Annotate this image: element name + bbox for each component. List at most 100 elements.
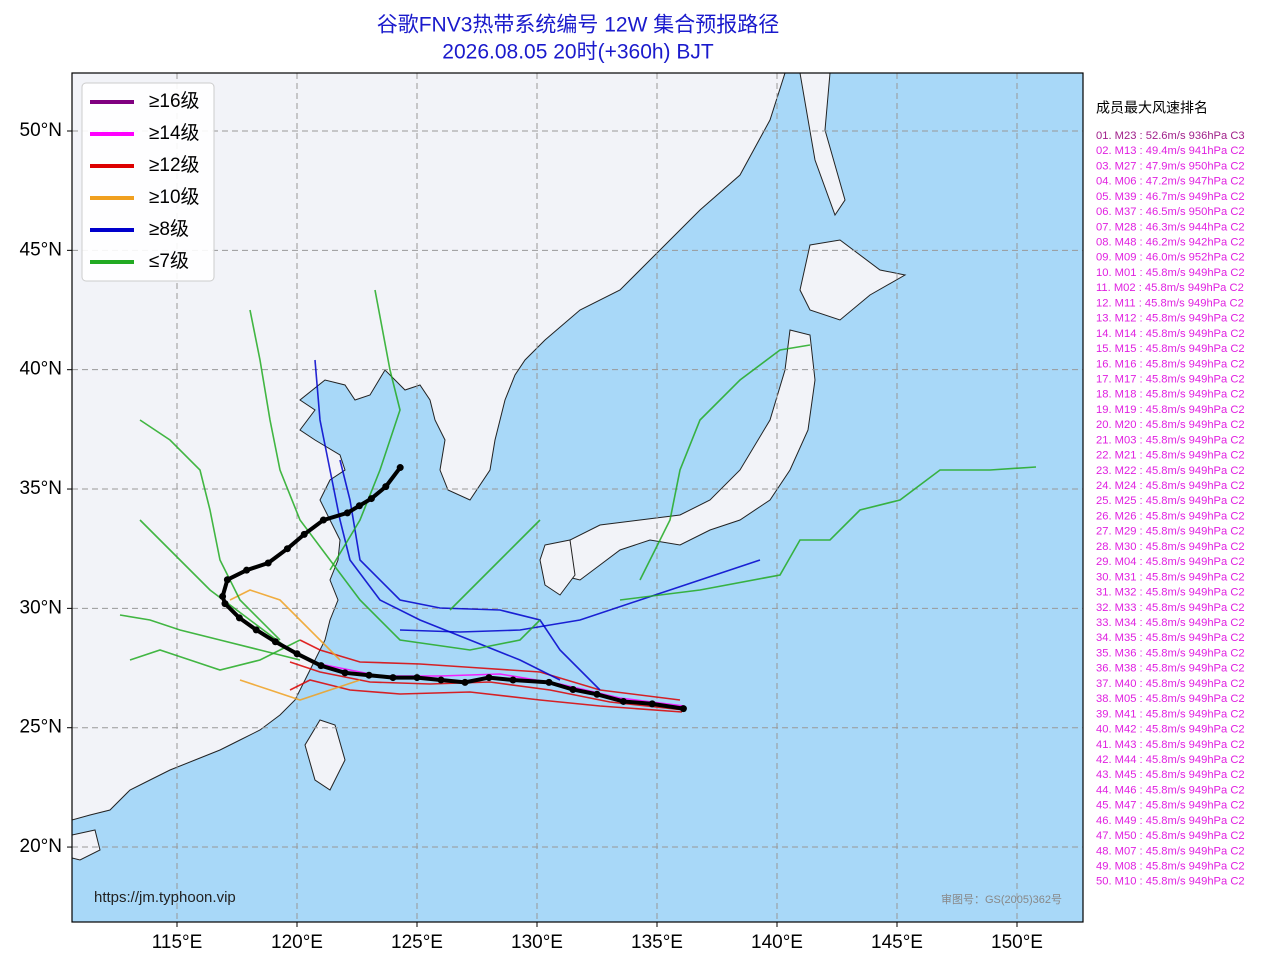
ensemble-track [399,559,761,633]
approval-number: 审图号：GS(2005)362号 [941,892,1062,906]
ranking-item: 29. M04 : 45.8m/s 949hPa C2 [1096,556,1245,568]
legend-label: ≥12级 [149,154,200,176]
axes: 115°E 120°E 125°E 130°E 135°E 140°E 145°E 150°E… [20,120,1043,953]
x-tick-label: 125°E [391,932,443,953]
x-tick-label: 140°E [751,932,803,953]
ranking-item: 28. M30 : 45.8m/s 949hPa C2 [1096,541,1245,553]
ranking-item: 32. M33 : 45.8m/s 949hPa C2 [1096,602,1245,614]
mean-track-point [341,669,349,677]
sakhalin [799,73,846,217]
ranking-item: 45. M47 : 45.8m/s 949hPa C2 [1096,800,1245,812]
ranking-item: 03. M27 : 47.9m/s 950hPa C2 [1096,160,1245,172]
ranking-item: 11. M02 : 45.8m/s 949hPa C2 [1096,282,1244,294]
ranking-item: 04. M06 : 47.2m/s 947hPa C2 [1096,176,1245,188]
ranking-item: 48. M07 : 45.8m/s 949hPa C2 [1096,845,1245,857]
subtitle: 2026.08.05 20时(+360h) BJT [442,41,714,64]
legend-box [81,82,215,282]
ranking-item: 37. M40 : 45.8m/s 949hPa C2 [1096,678,1245,690]
mean-track-point [223,576,231,584]
ranking-item: 09. M09 : 46.0m/s 952hPa C2 [1096,252,1245,264]
mean-track-point [319,516,327,524]
ranking-item: 24. M24 : 45.8m/s 949hPa C2 [1096,480,1245,492]
mean-track-point [509,676,517,684]
mean-track-point [317,662,325,670]
ranking-item: 40. M42 : 45.8m/s 949hPa C2 [1096,724,1245,736]
ranking-item: 13. M12 : 45.8m/s 949hPa C2 [1096,313,1245,325]
mean-track-point [545,678,553,686]
ranking-item: 30. M31 : 45.8m/s 949hPa C2 [1096,571,1245,583]
honshu [549,329,816,581]
y-tick-label: 30°N [20,597,62,618]
ranking-item: 18. M18 : 45.8m/s 949hPa C2 [1096,389,1245,401]
mean-track-group [219,464,687,713]
taiwan [304,719,346,791]
x-tick-label: 120°E [271,932,323,953]
ensemble-track [314,359,561,681]
mean-track-point [437,676,445,684]
mean-track-point [300,530,308,538]
legend-label: ≥8级 [149,218,189,240]
kyushu [539,539,576,596]
mean-track-point [461,678,469,686]
mean-track-point [367,495,375,503]
x-tick-label: 145°E [871,932,923,953]
mean-track-point [648,700,656,708]
source-url: https://jm.typhoon.vip [94,889,236,906]
ranking-item: 16. M16 : 45.8m/s 949hPa C2 [1096,358,1245,370]
ranking-title: 成员最大风速排名 [1096,100,1208,116]
y-tick-label: 45°N [20,239,62,260]
ranking-item: 10. M01 : 45.8m/s 949hPa C2 [1096,267,1245,279]
mean-track-point [283,545,291,553]
x-tick-label: 130°E [511,932,563,953]
y-tick-label: 40°N [20,359,62,380]
legend-label: ≥14级 [149,122,200,144]
ranking-item: 07. M28 : 46.3m/s 944hPa C2 [1096,221,1245,233]
ranking-item: 14. M14 : 45.8m/s 949hPa C2 [1096,328,1245,340]
ranking-item: 12. M11 : 45.8m/s 949hPa C2 [1096,297,1244,309]
ranking-item: 50. M10 : 45.8m/s 949hPa C2 [1096,876,1245,888]
ranking-list: 01. M23 : 52.6m/s 936hPa C3 02. M13 : 49.… [1096,130,1245,888]
ensemble-track [339,459,601,691]
ranking-item: 41. M43 : 45.8m/s 949hPa C2 [1096,739,1245,751]
ranking-item: 17. M17 : 45.8m/s 949hPa C2 [1096,373,1245,385]
ranking-item: 42. M44 : 45.8m/s 949hPa C2 [1096,754,1245,766]
ranking-item: 25. M25 : 45.8m/s 949hPa C2 [1096,495,1245,507]
ranking-item: 22. M21 : 45.8m/s 949hPa C2 [1096,450,1245,462]
mean-track-point [293,650,301,658]
y-tick-label: 20°N [20,836,62,857]
ranking-item: 31. M32 : 45.8m/s 949hPa C2 [1096,587,1245,599]
mean-track-point [355,502,363,510]
ranking-item: 33. M34 : 45.8m/s 949hPa C2 [1096,617,1245,629]
mean-track-point [271,638,279,646]
legend-label: ≥16级 [149,90,200,112]
y-tick-label: 35°N [20,478,62,499]
ranking-item: 05. M39 : 46.7m/s 949hPa C2 [1096,191,1245,203]
ranking-item: 01. M23 : 52.6m/s 936hPa C3 [1096,130,1245,142]
ranking-item: 35. M36 : 45.8m/s 949hPa C2 [1096,647,1245,659]
ranking-item: 46. M49 : 45.8m/s 949hPa C2 [1096,815,1245,827]
y-tick-label: 50°N [20,120,62,141]
ensemble-track [249,309,541,651]
x-tick-label: 150°E [991,932,1043,953]
ensemble-track [289,679,683,713]
mean-track-point [619,697,627,705]
ranking-item: 47. M50 : 45.8m/s 949hPa C2 [1096,830,1245,842]
ranking-item: 49. M08 : 45.8m/s 949hPa C2 [1096,861,1245,873]
x-tick-label: 135°E [631,932,683,953]
mean-track-point [593,690,601,698]
ranking-item: 08. M48 : 46.2m/s 942hPa C2 [1096,236,1245,248]
ensemble-track [299,639,681,701]
mean-track-point [365,671,373,679]
ensemble-track [619,466,1037,601]
mean-track-point [219,592,227,600]
plot-frame [71,72,1084,923]
ensemble-track [449,519,541,611]
mean-track [220,466,684,711]
ranking-item: 02. M13 : 49.4m/s 941hPa C2 [1096,145,1245,157]
mean-track-point [382,483,390,491]
mean-track-point [252,626,260,634]
mean-track-point [343,509,351,517]
mean-track-point [389,674,397,682]
mean-track-point [679,705,687,713]
